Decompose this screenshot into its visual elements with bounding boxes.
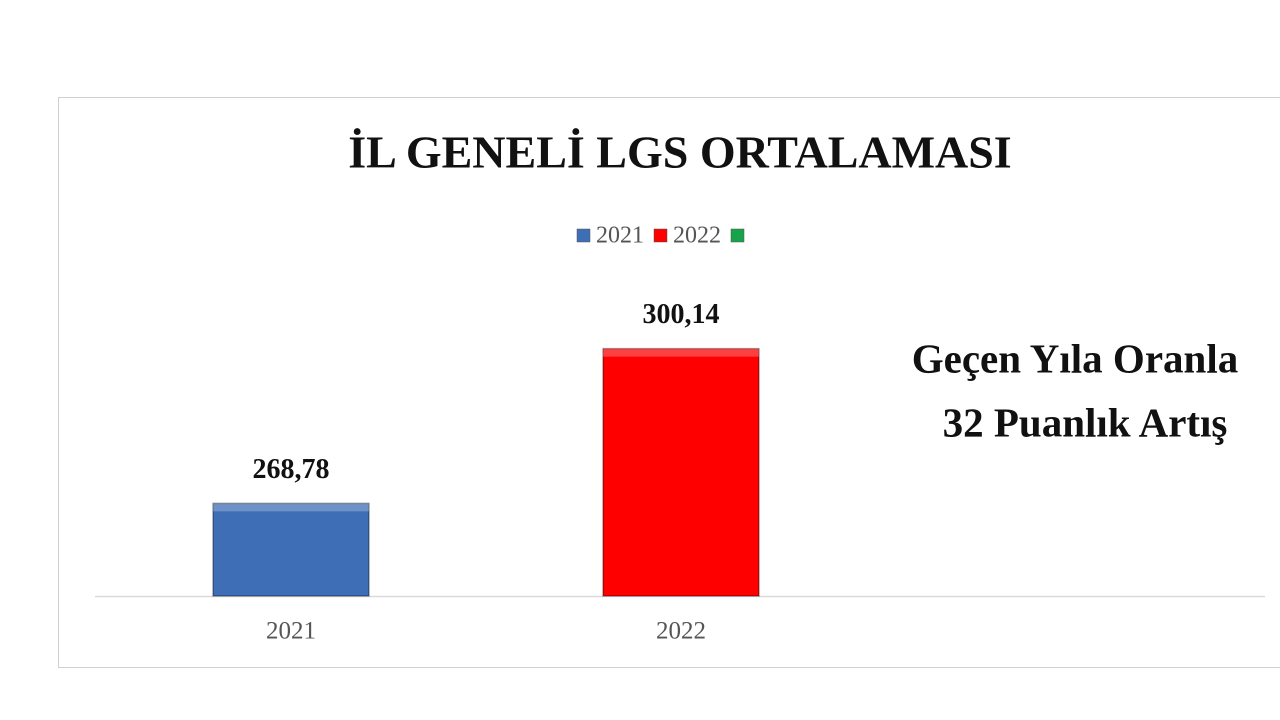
bar-bevel <box>213 503 369 512</box>
legend-swatch <box>730 228 745 243</box>
bar-bevel <box>603 348 759 357</box>
value-label: 300,14 <box>643 299 720 330</box>
chart-title: İL GENELİ LGS ORTALAMASI <box>348 127 1011 178</box>
legend-label: 2021 <box>596 223 644 249</box>
legend-swatch <box>576 228 591 243</box>
bar <box>602 347 760 597</box>
legend-swatch <box>653 228 668 243</box>
x-tick-label: 2022 <box>656 618 706 645</box>
annotation: 32 Puanlık Artış <box>943 399 1228 445</box>
bar <box>212 502 370 597</box>
value-label: 268,78 <box>253 454 330 485</box>
legend-label: 2022 <box>673 223 721 249</box>
annotation: Geçen Yıla Oranla <box>912 335 1238 381</box>
x-tick-label: 2021 <box>266 618 316 645</box>
